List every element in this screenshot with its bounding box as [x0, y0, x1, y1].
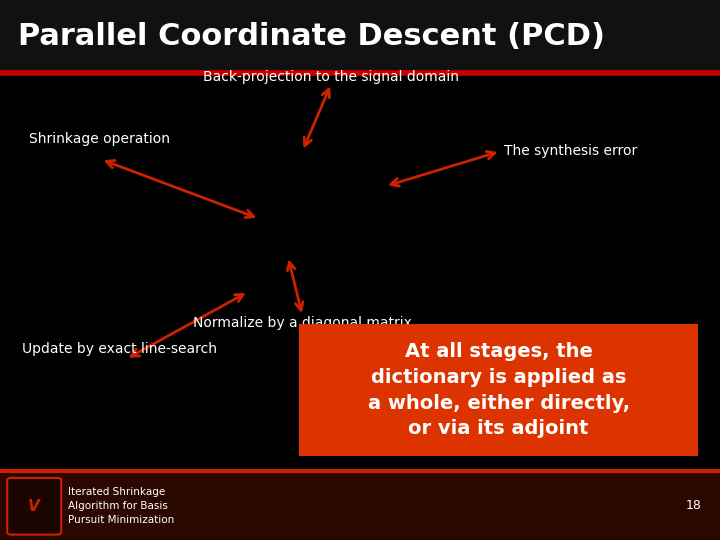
Text: Shrinkage operation: Shrinkage operation [29, 132, 170, 146]
Bar [0, 0, 720, 73]
Text: The synthesis error: The synthesis error [504, 144, 637, 158]
Text: Iterated Shrinkage
Algorithm for Basis
Pursuit Minimization: Iterated Shrinkage Algorithm for Basis P… [68, 487, 175, 525]
Text: Parallel Coordinate Descent (PCD): Parallel Coordinate Descent (PCD) [18, 22, 605, 51]
FancyBboxPatch shape [7, 478, 61, 535]
Bar [0, 471, 720, 540]
Bar [299, 324, 698, 456]
Text: Normalize by a diagonal matrix: Normalize by a diagonal matrix [193, 316, 412, 330]
Text: V: V [28, 499, 40, 514]
Text: Update by exact line-search: Update by exact line-search [22, 342, 217, 356]
Text: 18: 18 [686, 499, 702, 512]
Text: Back-projection to the signal domain: Back-projection to the signal domain [203, 70, 459, 84]
Text: At all stages, the
dictionary is applied as
a whole, either directly,
or via its: At all stages, the dictionary is applied… [367, 342, 630, 438]
